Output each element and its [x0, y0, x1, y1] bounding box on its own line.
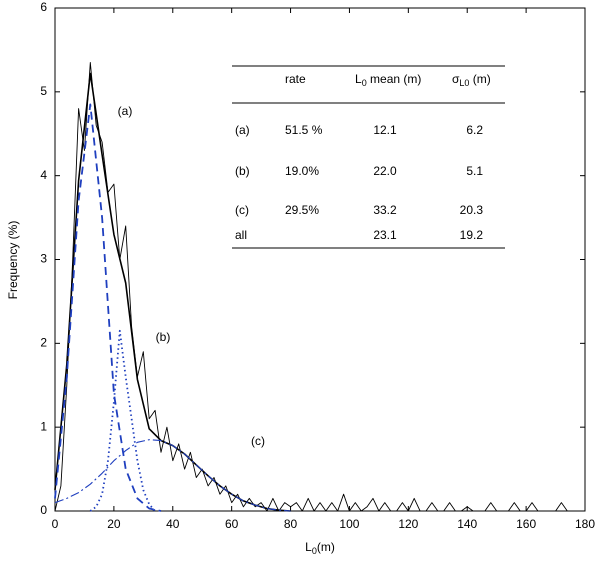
- x-tick-label: 120: [398, 517, 418, 531]
- table-cell: 20.3: [460, 203, 484, 217]
- header-part: rate: [285, 72, 306, 86]
- header-part: L: [355, 72, 362, 86]
- table-cell: (a): [235, 123, 250, 137]
- header-sub: 0: [362, 78, 367, 88]
- label-part: L: [305, 540, 312, 554]
- table-header: L0 mean (m): [355, 72, 421, 88]
- table-cell: all: [235, 228, 247, 242]
- x-tick-label: 60: [225, 517, 239, 531]
- annotation: (b): [156, 330, 171, 344]
- series-line: [54, 62, 574, 512]
- table-cell: 33.2: [373, 203, 397, 217]
- annotation: (c): [251, 434, 265, 448]
- y-tick-label: 3: [40, 252, 47, 266]
- plot-frame: [54, 7, 586, 512]
- table-cell: 12.1: [373, 123, 397, 137]
- x-tick-label: 100: [339, 517, 359, 531]
- y-tick-label: 6: [40, 0, 47, 14]
- x-tick-label: 0: [52, 517, 59, 531]
- y-tick-label: 5: [40, 84, 47, 98]
- header-part: mean (m): [367, 72, 422, 86]
- table-header: σL0 (m): [452, 72, 491, 88]
- table-cell: 19.2: [460, 228, 484, 242]
- x-tick-label: 20: [107, 517, 121, 531]
- x-tick-label: 160: [516, 517, 536, 531]
- table-cell: 51.5 %: [285, 123, 323, 137]
- header-part: (m): [469, 72, 490, 86]
- series-line: [54, 439, 291, 512]
- table-cell: 5.1: [466, 164, 483, 178]
- series-line: [89, 329, 156, 512]
- table-cell: 22.0: [373, 164, 397, 178]
- table-cell: (b): [235, 164, 250, 178]
- label-sub: 0: [312, 546, 317, 556]
- y-tick-label: 4: [40, 168, 47, 182]
- table-cell: 23.1: [373, 228, 397, 242]
- y-tick-label: 1: [40, 419, 47, 433]
- table-cell: 29.5%: [285, 203, 319, 217]
- x-axis-label: L0(m): [305, 540, 335, 556]
- y-tick-label: 0: [40, 503, 47, 517]
- label-part: (m): [317, 540, 335, 554]
- annotation: (a): [118, 104, 133, 118]
- table-cell: 6.2: [466, 123, 483, 137]
- x-tick-label: 180: [575, 517, 595, 531]
- table-cell: (c): [235, 203, 249, 217]
- series-line: [54, 103, 162, 512]
- header-sub: L0: [459, 78, 469, 88]
- y-axis-label: Frequency (%): [6, 221, 20, 300]
- x-tick-label: 140: [457, 517, 477, 531]
- x-tick-label: 80: [284, 517, 298, 531]
- table-header: rate: [285, 72, 306, 86]
- header-part: σ: [452, 72, 460, 86]
- x-tick-label: 40: [166, 517, 180, 531]
- table-cell: 19.0%: [285, 164, 319, 178]
- y-tick-label: 2: [40, 336, 47, 350]
